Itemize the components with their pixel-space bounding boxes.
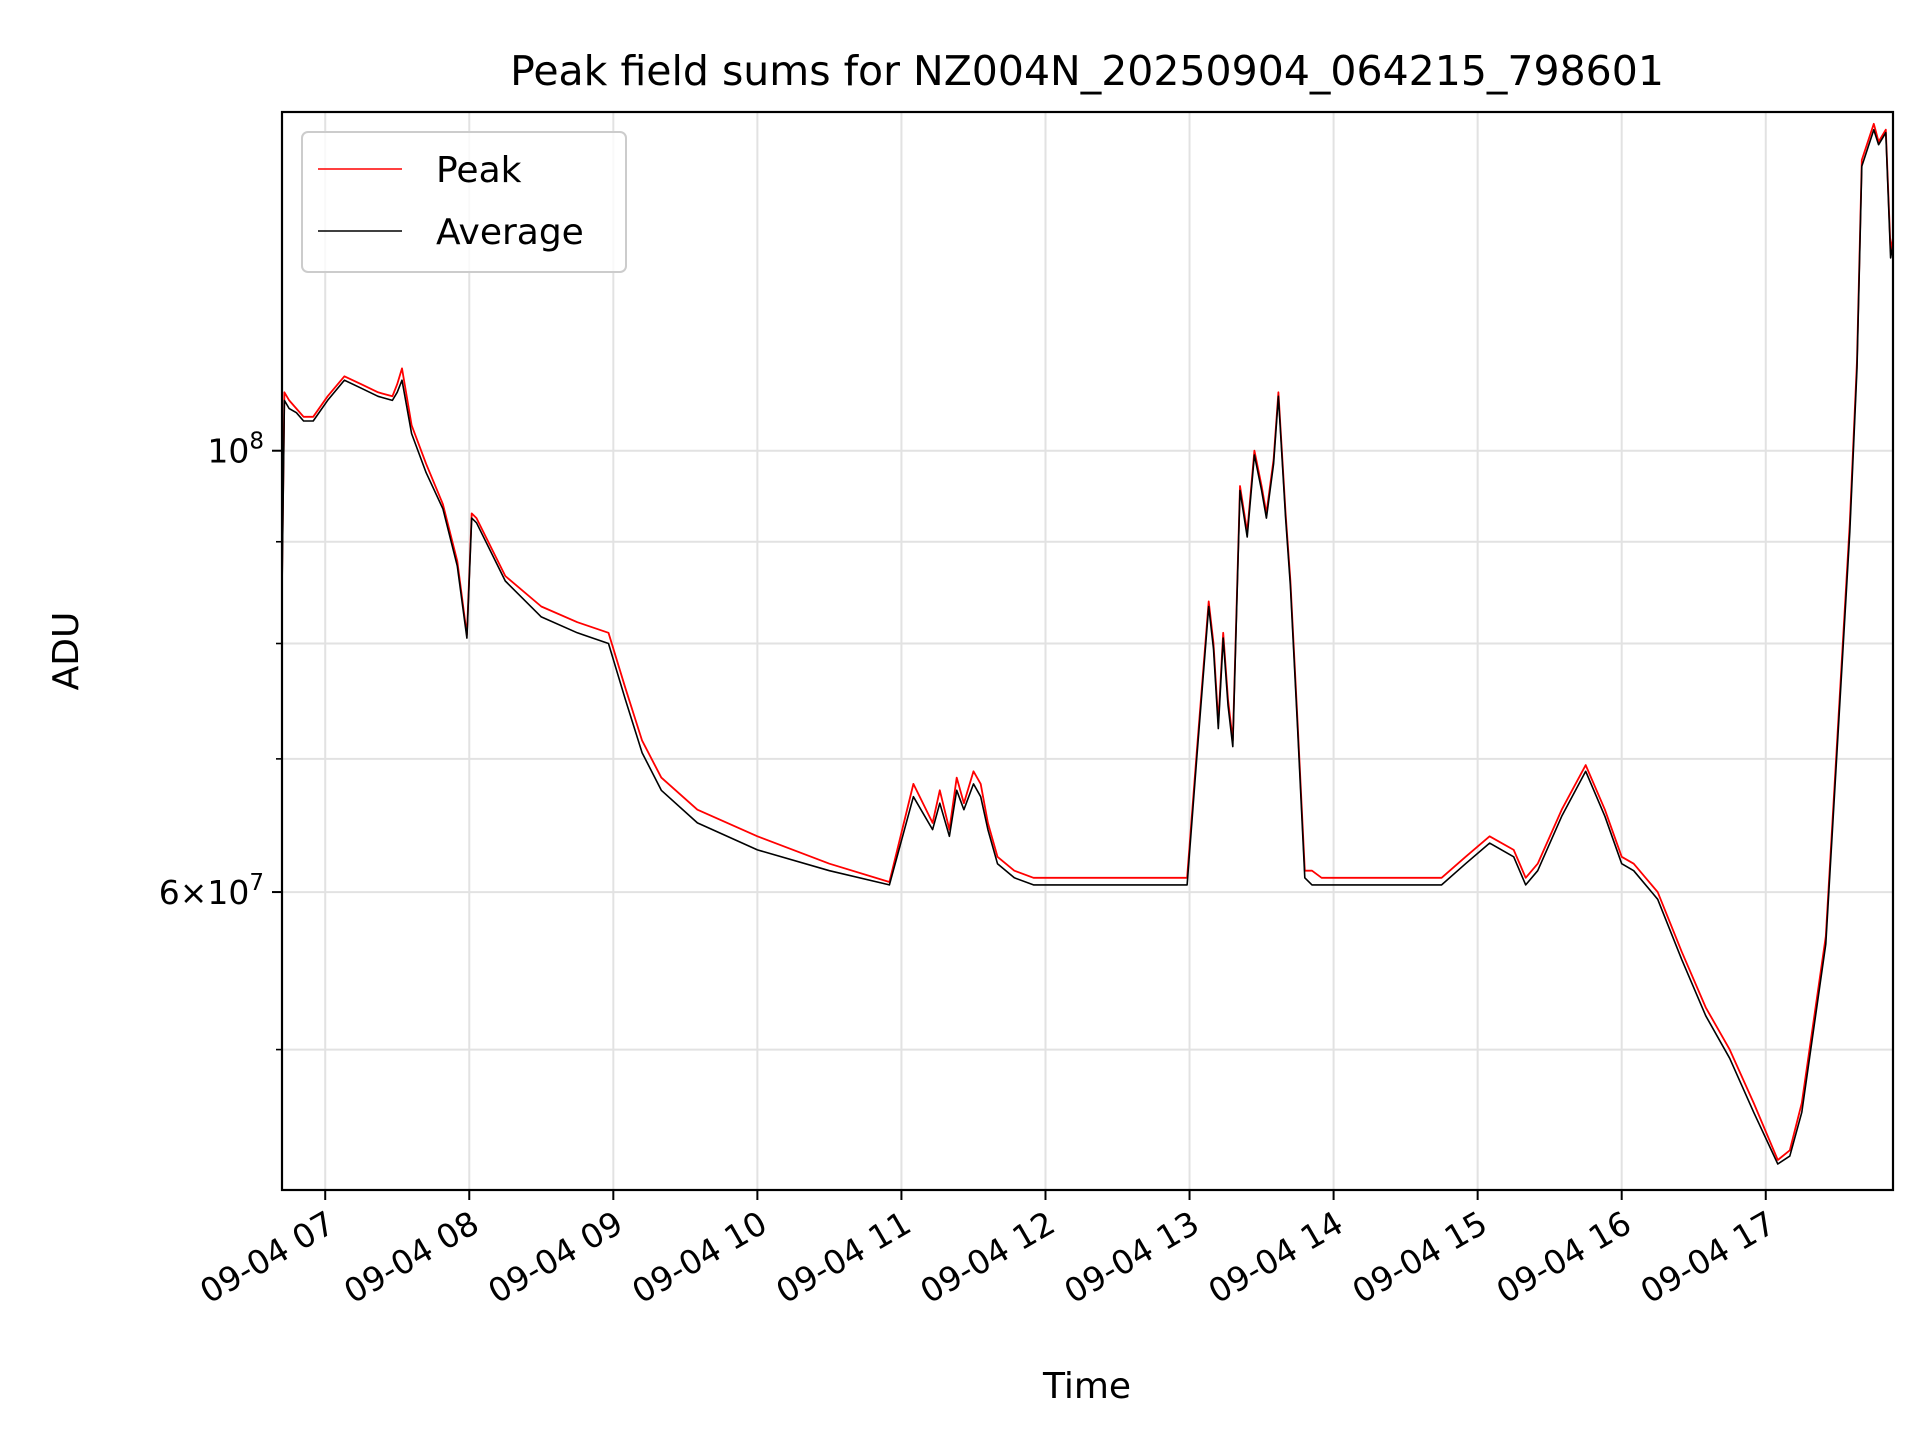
- series-lines: [281, 122, 1894, 1165]
- y-tick-label: 108: [207, 429, 264, 471]
- legend-label-peak: Peak: [436, 150, 522, 191]
- legend-box: [301, 131, 627, 273]
- plot-frame: [280, 110, 1895, 1192]
- series-line-average: [281, 128, 1894, 1165]
- y-axis-ticks: 108 6×107: [159, 429, 282, 1051]
- x-axis-label: Time: [1042, 1366, 1131, 1407]
- y-axis-label: ADU: [46, 612, 87, 691]
- legend-label-average: Average: [436, 212, 584, 253]
- legend: Peak Average: [301, 131, 627, 273]
- y-tick-label: 6×107: [159, 870, 264, 912]
- grid: [282, 112, 1893, 1190]
- chart-title: Peak field sums for NZ004N_20250904_0642…: [510, 47, 1664, 95]
